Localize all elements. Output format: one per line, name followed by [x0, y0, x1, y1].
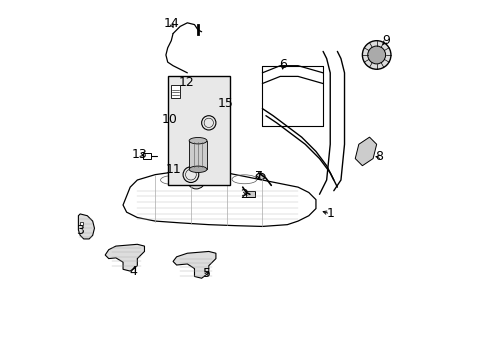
- Text: 4: 4: [129, 265, 138, 278]
- Polygon shape: [105, 244, 144, 271]
- Ellipse shape: [189, 166, 206, 172]
- Polygon shape: [80, 222, 83, 225]
- Circle shape: [192, 176, 200, 184]
- Ellipse shape: [189, 138, 206, 144]
- Text: 8: 8: [374, 150, 383, 163]
- Text: 10: 10: [161, 113, 177, 126]
- Text: 14: 14: [163, 17, 179, 30]
- Bar: [142, 153, 150, 158]
- Text: 7: 7: [254, 170, 262, 183]
- Text: 3: 3: [76, 224, 84, 237]
- Text: 6: 6: [278, 58, 286, 72]
- Text: 13: 13: [131, 148, 147, 161]
- Text: 1: 1: [325, 207, 333, 220]
- Polygon shape: [173, 251, 216, 278]
- Text: 12: 12: [179, 76, 194, 89]
- Polygon shape: [354, 137, 376, 166]
- Bar: [246, 191, 255, 197]
- Circle shape: [362, 41, 390, 69]
- Text: 2: 2: [240, 188, 248, 201]
- Polygon shape: [78, 214, 94, 239]
- Bar: [171, 85, 180, 98]
- Circle shape: [367, 46, 385, 64]
- Text: 9: 9: [382, 34, 389, 47]
- Ellipse shape: [256, 173, 264, 180]
- Bar: [189, 141, 206, 169]
- Bar: [167, 76, 230, 185]
- Text: 5: 5: [203, 267, 210, 280]
- Text: 11: 11: [165, 163, 181, 176]
- Text: 15: 15: [218, 97, 233, 110]
- Circle shape: [187, 171, 205, 189]
